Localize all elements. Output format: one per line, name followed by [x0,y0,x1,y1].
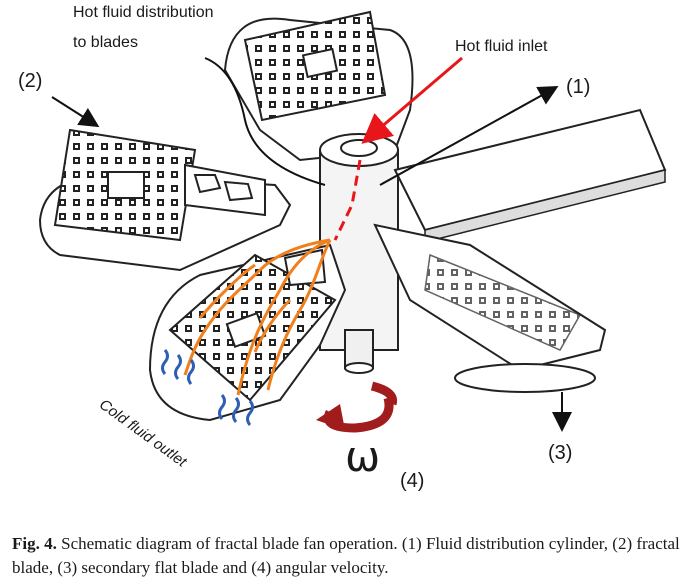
cold-outlet-arrows [161,349,254,426]
top-fractal-blade [223,10,414,162]
marker-4-label: (4) [400,470,425,492]
distribution-channels [183,238,332,396]
upper-right-flat-blade [393,108,667,243]
front-fractal-blade [148,243,347,422]
caption-label: Fig. 4. [12,534,57,553]
left-fractal-blade [38,128,292,272]
marker-1-label: (1) [566,76,591,98]
leader-lines [51,57,572,432]
rotation-arrow [316,381,398,433]
hot-fluid-distribution-label-line2: to blades [73,34,138,51]
figure-caption: Fig. 4. Schematic diagram of fractal bla… [12,532,680,580]
omega-symbol: ω [345,432,381,481]
hot-fluid-distribution-label: Hot fluid distribution [73,4,214,21]
hot-fluid-path [333,56,463,241]
marker-3-label: (3) [548,442,573,464]
caption-text: Schematic diagram of fractal blade fan o… [12,534,680,577]
hot-fluid-inlet-label: Hot fluid inlet [455,38,548,55]
fan-diagram [38,10,667,433]
lower-right-flat-blade [373,223,607,393]
marker-2-label: (2) [18,70,43,92]
